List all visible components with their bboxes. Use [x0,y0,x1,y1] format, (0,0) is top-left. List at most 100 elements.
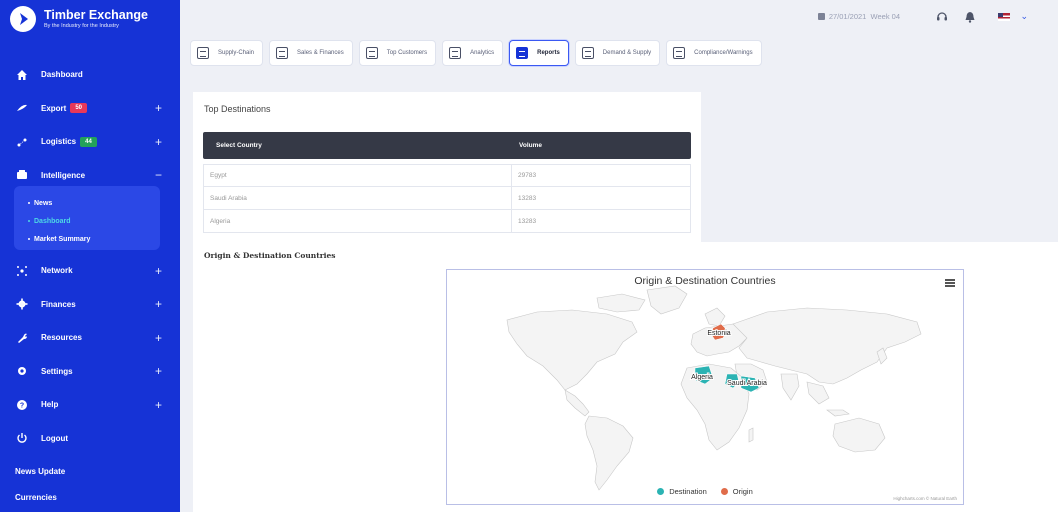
submenu-item-dashboard[interactable]: Dashboard [14,212,160,230]
expand-icon[interactable]: + [154,101,162,116]
settings-icon [15,364,29,378]
destinations-table: Select Country Volume Egypt 29783 Saudi … [203,132,691,233]
sidebar-nav-lower: Network + Finances + Resources + Setting… [0,254,180,455]
cell-country: Egypt [204,165,512,186]
calendar-icon [817,13,825,20]
document-icon [276,47,289,59]
sidebar-item-export[interactable]: Export 50 + [0,92,180,126]
tab-top-customers[interactable]: Top Customers [358,40,437,66]
date-text: 27/01/2021 [828,12,867,21]
svg-text:?: ? [20,402,24,409]
network-icon [15,264,29,278]
intelligence-submenu: News Dashboard Market Summary [14,186,160,250]
sidebar-item-label: Intelligence [41,170,86,180]
expand-icon[interactable]: + [154,263,162,278]
date-display: 27/01/2021 Week 04 [817,12,900,21]
brand[interactable]: Timber Exchange By the Industry for the … [10,6,148,32]
cell-volume: 13283 [518,217,537,225]
document-icon [516,47,529,59]
week-text: Week 04 [870,12,900,21]
sidebar-item-resources[interactable]: Resources + [0,321,180,355]
tab-demand-supply[interactable]: Demand & Supply [574,40,661,66]
chart-credits[interactable]: Highcharts.com © Natural Earth [893,496,957,501]
legend-label: Origin [732,487,753,496]
destination-algeria-region[interactable] [694,365,714,385]
legend-item-destination[interactable]: Destination [657,487,707,496]
map-label-origin: Estonia [707,330,730,337]
tab-label: Demand & Supply [602,50,652,56]
legend-item-origin[interactable]: Origin [720,487,753,496]
sidebar-item-label: Network [41,266,73,276]
submenu-item-news[interactable]: News [14,194,160,212]
table-row[interactable]: Algeria 13283 [203,210,691,233]
tab-supply-chain[interactable]: Supply-Chain [190,40,264,66]
document-icon [673,47,686,59]
table-row[interactable]: Egypt 29783 [203,164,691,187]
help-icon: ? [15,398,29,412]
sidebar-item-logout[interactable]: Logout [0,422,180,456]
collapse-icon[interactable]: − [154,168,162,183]
sidebar-item-intelligence[interactable]: Intelligence − [0,159,180,193]
table-row[interactable]: Saudi Arabia 13283 [203,187,691,210]
table-header: Select Country Volume [203,132,691,159]
sidebar-item-label: Help [41,400,59,410]
world-map[interactable]: Estonia Algeria Saudi Arabia [447,270,965,506]
tab-reports[interactable]: Reports [509,40,569,66]
expand-icon[interactable]: + [154,297,162,312]
tab-label: Analytics [470,50,495,56]
chart-title: Origin & Destination Countries [634,275,776,287]
sidebar-item-label: Logistics [41,137,77,147]
sidebar: Timber Exchange By the Industry for the … [0,0,180,512]
origin-destination-section: Origin & Destination Countries [193,242,1058,512]
chart-icon [15,168,29,182]
topbar: 27/01/2021 Week 04 ⌄ [180,0,1058,34]
expand-icon[interactable]: + [154,134,162,149]
destination-saudi-arabia-region[interactable] [740,375,760,393]
currencies-link[interactable]: Currencies [15,493,57,502]
sidebar-item-dashboard[interactable]: Dashboard [0,58,180,92]
sidebar-item-label: Finances [41,299,76,309]
expand-icon[interactable]: + [154,330,162,345]
sidebar-item-help[interactable]: ? Help + [0,388,180,422]
sidebar-item-network[interactable]: Network + [0,254,180,288]
chevron-down-icon[interactable]: ⌄ [1020,11,1028,21]
bell-icon[interactable] [964,10,976,23]
news-update-link[interactable]: News Update [15,467,66,476]
document-icon [365,47,378,59]
document-icon [581,47,594,59]
card-title: Top Destinations [204,104,271,114]
submenu-item-market-summary[interactable]: Market Summary [14,230,160,248]
sidebar-item-logistics[interactable]: Logistics 44 + [0,125,180,159]
menu-icon[interactable] [945,279,955,287]
tab-label: Top Customers [386,50,428,56]
sidebar-item-settings[interactable]: Settings + [0,355,180,389]
tab-sales-finances[interactable]: Sales & Finances [269,40,353,66]
legend-swatch [720,488,728,495]
expand-icon[interactable]: + [154,397,162,412]
map-label-destination: Algeria [691,374,713,381]
map-label-destination: Saudi Arabia [727,380,767,387]
sidebar-item-label: Settings [41,366,73,376]
origin-estonia-region[interactable] [710,323,728,341]
tab-analytics[interactable]: Analytics [442,40,504,66]
report-tabs: Supply-Chain Sales & Finances Top Custom… [190,40,762,66]
cell-country: Saudi Arabia [204,187,512,209]
export-count-badge: 50 [70,103,88,114]
tab-compliance-warnings[interactable]: Compliance/Warnings [666,40,762,66]
sidebar-item-label: Export [41,103,67,113]
expand-icon[interactable]: + [154,364,162,379]
logo-icon [10,6,36,32]
sidebar-item-finances[interactable]: Finances + [0,288,180,322]
support-icon[interactable] [936,10,948,22]
sidebar-item-label: Resources [41,333,82,343]
destination-egypt-region[interactable] [724,373,740,389]
document-icon [197,47,209,59]
cell-volume: 29783 [518,172,537,179]
sidebar-nav: Dashboard Export 50 + Logistics 44 + Int… [0,58,180,192]
legend-label: Destination [669,487,707,496]
us-flag-icon[interactable] [998,13,1010,21]
tab-label: Supply-Chain [218,50,255,56]
sidebar-item-label: Dashboard [41,70,83,80]
column-header-country[interactable]: Select Country [216,142,262,149]
column-header-volume[interactable]: Volume [519,142,542,149]
